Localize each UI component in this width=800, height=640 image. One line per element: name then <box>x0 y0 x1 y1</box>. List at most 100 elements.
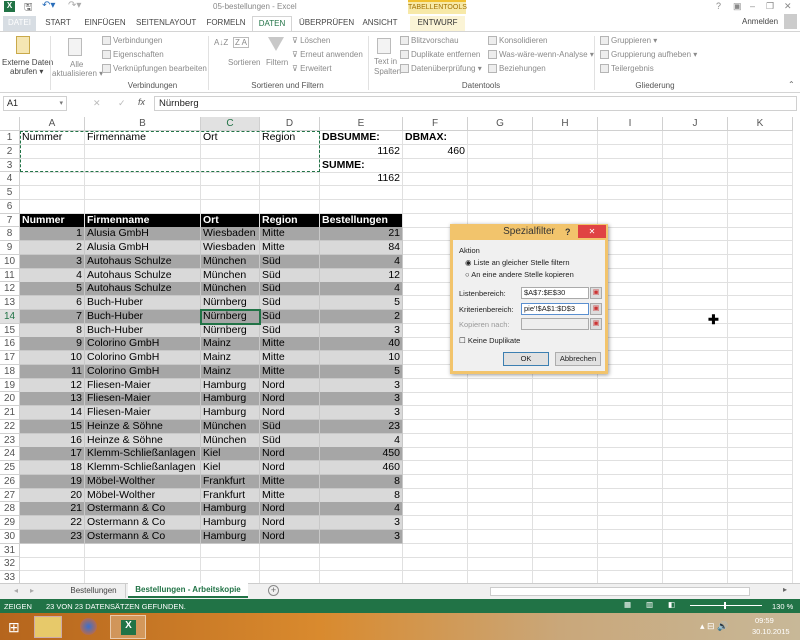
cell-d14[interactable]: Süd <box>260 309 320 324</box>
empty-cell[interactable] <box>201 186 260 200</box>
flash-fill-button[interactable]: Blitzvorschau <box>411 36 459 45</box>
cell-c11[interactable]: München <box>201 268 260 283</box>
collapse-dialog-icon[interactable]: ▣ <box>590 303 602 315</box>
minimize-button[interactable]: – <box>750 1 756 11</box>
row-header-16[interactable]: 16 <box>0 337 20 351</box>
empty-cell[interactable] <box>598 241 663 255</box>
cell-d20[interactable]: Nord <box>260 392 320 407</box>
empty-cell[interactable] <box>728 461 793 475</box>
row-header-5[interactable]: 5 <box>0 186 20 200</box>
empty-cell[interactable] <box>468 516 533 530</box>
collapse-ribbon-icon[interactable]: ⌃ <box>788 80 795 89</box>
data-validation-button[interactable]: Datenüberprüfung ▾ <box>411 64 482 73</box>
sheet-tab-arbeitskopie[interactable]: Bestellungen - Arbeitskopie <box>128 583 248 598</box>
empty-cell[interactable] <box>403 529 468 544</box>
cell-c19[interactable]: Hamburg <box>201 378 260 393</box>
empty-cell[interactable] <box>533 516 598 530</box>
tab-datei[interactable]: DATEI <box>3 16 36 31</box>
row-header-12[interactable]: 12 <box>0 282 20 296</box>
empty-cell[interactable] <box>468 557 533 572</box>
reapply-button[interactable]: ⊽ Erneut anwenden <box>292 50 363 59</box>
row-header-20[interactable]: 20 <box>0 392 20 406</box>
empty-cell[interactable] <box>85 557 201 572</box>
cell-e20[interactable]: 3 <box>320 392 403 407</box>
dialog-help-button[interactable]: ? <box>565 227 571 237</box>
empty-cell[interactable] <box>468 488 533 503</box>
windows-start-icon[interactable]: ⊞ <box>8 619 20 635</box>
empty-cell[interactable] <box>598 364 663 379</box>
empty-cell[interactable] <box>533 378 598 393</box>
cell-b21[interactable]: Fliesen-Maier <box>85 406 201 420</box>
empty-cell[interactable] <box>85 543 201 558</box>
cell-b13[interactable]: Buch-Huber <box>85 296 201 310</box>
empty-cell[interactable] <box>598 516 663 530</box>
empty-cell[interactable] <box>663 172 728 187</box>
empty-cell[interactable] <box>728 488 793 503</box>
cell-d24[interactable]: Nord <box>260 447 320 462</box>
empty-cell[interactable] <box>468 502 533 517</box>
empty-cell[interactable] <box>598 488 663 503</box>
empty-cell[interactable] <box>533 392 598 407</box>
empty-cell[interactable] <box>85 172 201 187</box>
cell-a9[interactable]: 2 <box>20 241 85 255</box>
cell-d17[interactable]: Mitte <box>260 351 320 365</box>
empty-cell[interactable] <box>598 461 663 475</box>
what-if-button[interactable]: Was-wäre-wenn-Analyse ▾ <box>499 50 594 59</box>
cell-c30[interactable]: Hamburg <box>201 529 260 544</box>
empty-cell[interactable] <box>403 543 468 558</box>
filter-button[interactable]: Filtern <box>266 58 289 67</box>
empty-cell[interactable] <box>260 186 320 200</box>
cell-b16[interactable]: Colorino GmbH <box>85 337 201 352</box>
row-header-4[interactable]: 4 <box>0 172 20 186</box>
row-header-17[interactable]: 17 <box>0 351 20 365</box>
cell-a14[interactable]: 7 <box>20 309 85 324</box>
cell-b15[interactable]: Buch-Huber <box>85 323 201 338</box>
cell-e23[interactable]: 4 <box>320 433 403 448</box>
enter-icon[interactable]: ✓ <box>118 98 126 108</box>
empty-cell[interactable] <box>468 199 533 214</box>
tab-einfuegen[interactable]: EINFÜGEN <box>84 18 126 27</box>
formula-input[interactable]: Nürnberg <box>154 96 797 111</box>
chevron-down-icon[interactable]: ▾ <box>59 100 63 107</box>
empty-cell[interactable] <box>468 131 533 145</box>
empty-cell[interactable] <box>403 419 468 434</box>
empty-cell[interactable] <box>663 186 728 200</box>
text-to-columns-button[interactable]: Text in <box>374 57 398 66</box>
empty-cell[interactable] <box>403 557 468 572</box>
column-header-j[interactable]: J <box>663 117 728 131</box>
cell-e4[interactable]: 1162 <box>320 172 403 187</box>
cell-a28[interactable]: 21 <box>20 502 85 517</box>
row-header-8[interactable]: 8 <box>0 227 20 241</box>
zoom-slider[interactable] <box>690 602 762 609</box>
cell-c28[interactable]: Hamburg <box>201 502 260 517</box>
empty-cell[interactable] <box>468 474 533 489</box>
cell-e25[interactable]: 460 <box>320 461 403 475</box>
empty-cell[interactable] <box>728 378 793 393</box>
empty-cell[interactable] <box>533 488 598 503</box>
row-header-24[interactable]: 24 <box>0 447 20 461</box>
cell-e26[interactable]: 8 <box>320 474 403 489</box>
empty-cell[interactable] <box>468 419 533 434</box>
empty-cell[interactable] <box>598 199 663 214</box>
empty-cell[interactable] <box>728 364 793 379</box>
row-header-13[interactable]: 13 <box>0 296 20 310</box>
group-button[interactable]: Gruppieren ▾ <box>611 36 658 45</box>
page-layout-view-icon[interactable]: ▥ <box>646 600 654 609</box>
cell-d26[interactable]: Mitte <box>260 474 320 489</box>
cell-b14[interactable]: Buch-Huber <box>85 309 201 324</box>
empty-cell[interactable] <box>403 406 468 420</box>
empty-cell[interactable] <box>663 419 728 434</box>
empty-cell[interactable] <box>598 406 663 420</box>
remove-duplicates-button[interactable]: Duplikate entfernen <box>411 50 481 59</box>
empty-cell[interactable] <box>663 254 728 269</box>
edit-links-button[interactable]: Verknüpfungen bearbeiten <box>113 64 207 73</box>
cell-b26[interactable]: Möbel-Wolther <box>85 474 201 489</box>
cell-e1[interactable]: DBSUMME: <box>320 131 403 145</box>
empty-cell[interactable] <box>663 158 728 173</box>
normal-view-icon[interactable]: ▦ <box>624 600 632 609</box>
cell-d8[interactable]: Mitte <box>260 227 320 242</box>
column-header-c[interactable]: C <box>201 117 260 131</box>
empty-cell[interactable] <box>403 433 468 448</box>
cell-c16[interactable]: Mainz <box>201 337 260 352</box>
cell-b30[interactable]: Ostermann & Co <box>85 529 201 544</box>
